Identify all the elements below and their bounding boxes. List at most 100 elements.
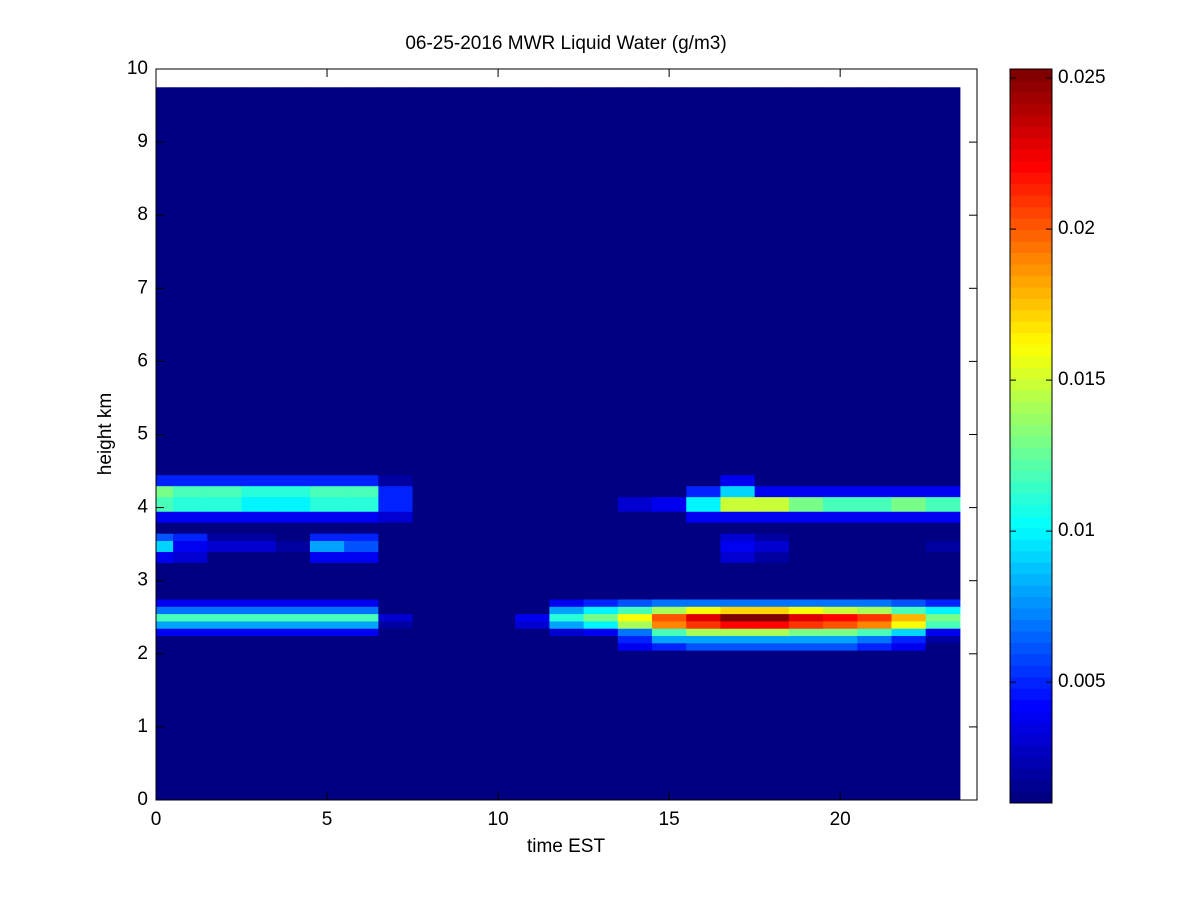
heatmap-cell [378,642,414,651]
heatmap-cell [156,496,174,512]
heatmap-cell [378,635,414,644]
heatmap-cell [515,522,550,534]
heatmap-cell [652,496,687,512]
heatmap-cell [857,540,892,552]
heatmap-cell [583,606,619,615]
colorbar-swatch [1010,458,1052,471]
heatmap-cell [156,613,174,622]
heatmap-cell [652,540,687,552]
heatmap-cell [652,650,687,801]
heatmap-cell [549,511,585,523]
heatmap-cell [173,522,208,534]
heatmap-cell [857,496,892,512]
heatmap-cell [754,533,790,541]
heatmap-cell [275,533,311,541]
heatmap-cell [788,635,824,644]
heatmap-cell [891,522,927,534]
heatmap-cell [156,474,174,487]
heatmap-cell [652,511,687,523]
heatmap-cell [549,650,585,801]
heatmap-cell [891,620,927,629]
heatmap-cell [480,485,516,498]
heatmap-cell [891,628,927,637]
heatmap-cell [480,635,516,644]
heatmap-cell [686,650,721,801]
heatmap-cell [173,474,208,487]
heatmap-cell [309,496,345,512]
heatmap-cell [583,642,619,651]
heatmap-cell [857,635,892,644]
heatmap-cell [549,598,585,607]
heatmap-cell [156,642,174,651]
heatmap-cell [241,485,277,498]
heatmap-cell [412,562,448,600]
heatmap-cell [412,606,448,615]
heatmap-cell [686,533,721,541]
x-tick-label: 0 [151,809,162,830]
colorbar-swatch [1010,768,1052,781]
heatmap-cell [617,485,653,498]
heatmap-cell [515,562,550,600]
heatmap-cell [412,628,448,637]
colorbar-swatch [1010,126,1052,139]
heatmap-cell [549,533,585,541]
heatmap-cell [549,642,585,651]
y-tick-label: 4 [137,497,148,518]
colorbar-tick-label: 0.025 [1058,67,1106,88]
heatmap-cell [173,533,208,541]
heatmap-cell [344,620,379,629]
heatmap-cell [720,562,756,600]
heatmap-cell [156,485,174,498]
heatmap-cell [412,598,448,607]
heatmap-cell [857,628,892,637]
heatmap-cell [207,562,243,600]
heatmap-cell [480,613,516,622]
heatmap-cell [788,474,824,487]
heatmap-cell [207,474,243,487]
y-tick-label: 1 [137,716,148,737]
heatmap-cell [925,598,961,607]
heatmap-cell [378,613,414,622]
heatmap-cell [156,628,174,637]
heatmap-cell [857,511,892,523]
heatmap-cell [173,485,208,498]
heatmap-cell [583,562,619,600]
heatmap-cell [686,620,721,629]
heatmap-cell [412,635,448,644]
heatmap-cell [617,551,653,563]
colorbar-swatch [1010,80,1052,93]
heatmap-cell [754,628,790,637]
heatmap-cell [344,87,379,476]
heatmap-cell [446,642,482,651]
heatmap-cell [241,496,277,512]
heatmap-cell [173,620,208,629]
y-tick-label: 8 [137,204,148,225]
heatmap-cell [480,628,516,637]
heatmap-cell [549,551,585,563]
heatmap-cell [446,620,482,629]
heatmap-cell [583,540,619,552]
heatmap-cell [344,628,379,637]
heatmap-cell [156,551,174,563]
heatmap-cell [309,606,345,615]
heatmap-cell [925,522,961,534]
heatmap-cell [241,551,277,563]
heatmap-cell [207,598,243,607]
heatmap-cell [515,635,550,644]
heatmap-cell [891,635,927,644]
colorbar-swatch [1010,699,1052,712]
heatmap-cell [720,650,756,801]
heatmap-cell [173,551,208,563]
y-tick-label: 0 [137,789,148,810]
colorbar-swatch [1010,160,1052,173]
heatmap-cell [446,540,482,552]
heatmap-cell [549,522,585,534]
heatmap-cell [241,635,277,644]
heatmap-cell [823,540,858,552]
heatmap-cell [720,485,756,498]
heatmap-cell [207,551,243,563]
heatmap-cell [275,87,311,476]
y-tick-label: 5 [137,424,148,445]
heatmap-cell [156,540,174,552]
